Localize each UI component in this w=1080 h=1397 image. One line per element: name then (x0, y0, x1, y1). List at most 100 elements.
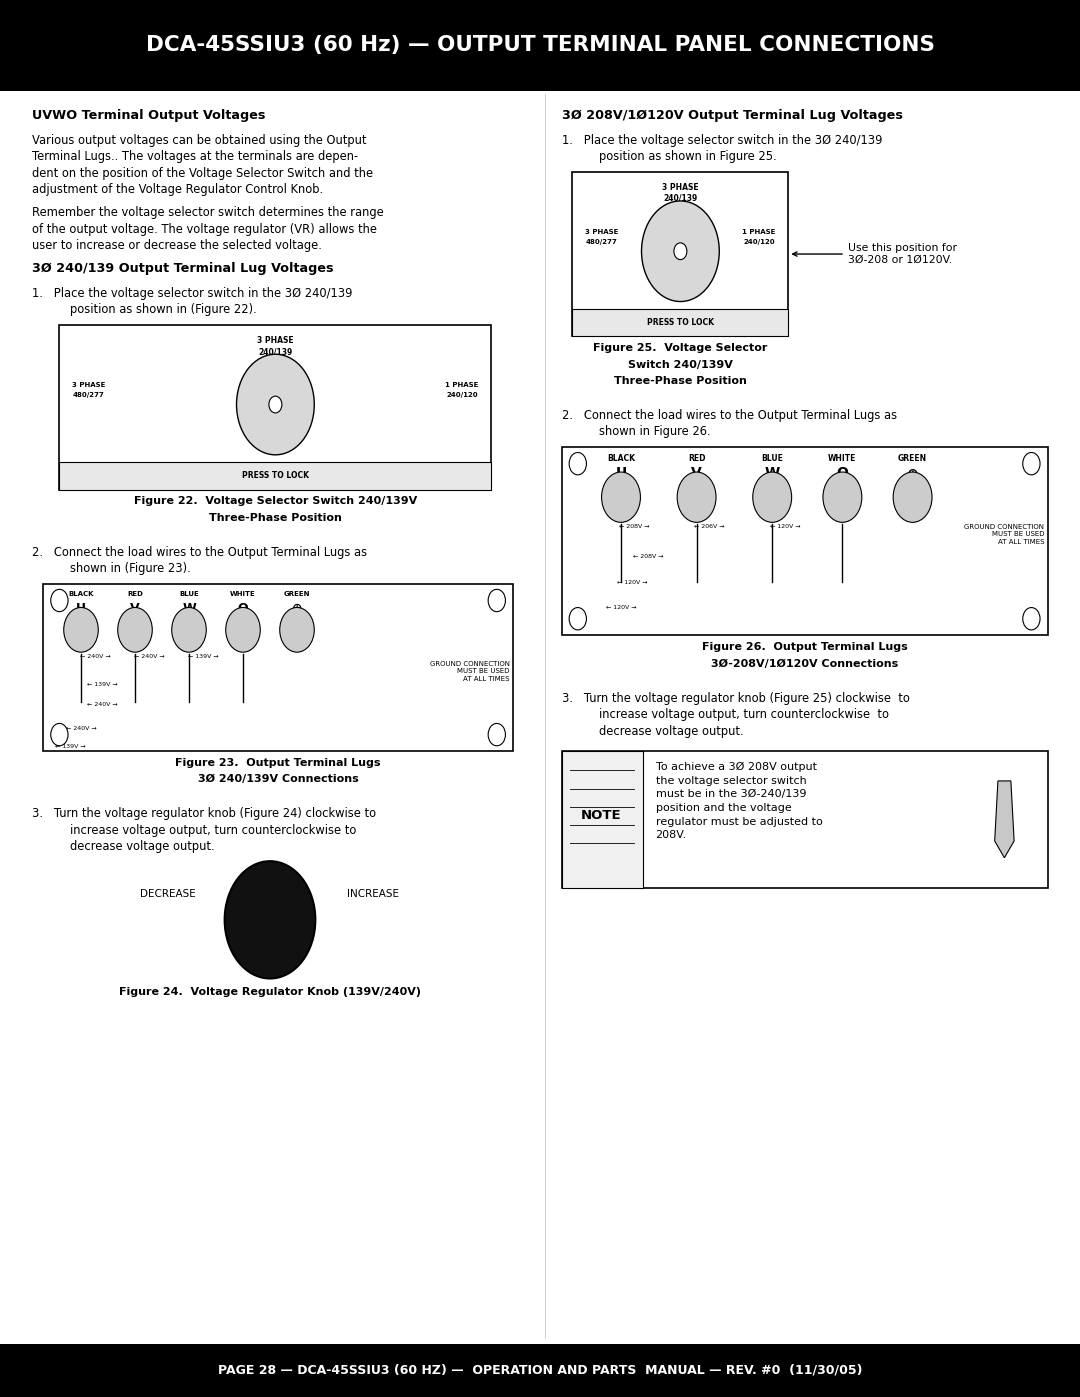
Text: 3Ø 208V/1Ø120V Output Terminal Lug Voltages: 3Ø 208V/1Ø120V Output Terminal Lug Volta… (562, 109, 903, 122)
Text: INCREASE: INCREASE (347, 888, 399, 900)
Text: ← 120V →: ← 120V → (606, 605, 636, 609)
Text: 2.   Connect the load wires to the Output Terminal Lugs as: 2. Connect the load wires to the Output … (562, 409, 896, 422)
Text: ← 208V →: ← 208V → (633, 555, 663, 559)
Text: Three-Phase Position: Three-Phase Position (613, 376, 747, 386)
Text: 240/139: 240/139 (258, 348, 293, 356)
Bar (562, 752, 643, 888)
Text: ← 139V →: ← 139V → (55, 745, 85, 749)
Bar (59, 462, 491, 490)
Text: user to increase or decrease the selected voltage.: user to increase or decrease the selecte… (32, 239, 322, 253)
Text: Figure 23.  Output Terminal Lugs: Figure 23. Output Terminal Lugs (175, 759, 381, 768)
Circle shape (172, 608, 206, 652)
Text: adjustment of the Voltage Regulator Control Knob.: adjustment of the Voltage Regulator Cont… (32, 183, 324, 196)
Text: O: O (238, 602, 248, 615)
Text: position as shown in (Figure 22).: position as shown in (Figure 22). (70, 303, 257, 317)
Text: GROUND CONNECTION
MUST BE USED
AT ALL TIMES: GROUND CONNECTION MUST BE USED AT ALL TI… (964, 524, 1044, 545)
Text: 3 PHASE: 3 PHASE (257, 337, 294, 345)
Text: U: U (76, 602, 86, 615)
Bar (0, 0, 1080, 91)
Text: ← 139V →: ← 139V → (87, 682, 118, 686)
Circle shape (893, 472, 932, 522)
Text: decrease voltage output.: decrease voltage output. (70, 841, 215, 854)
Text: Terminal Lugs.. The voltages at the terminals are depen-: Terminal Lugs.. The voltages at the term… (32, 151, 359, 163)
Text: 240/139: 240/139 (663, 194, 698, 203)
Text: Remember the voltage selector switch determines the range: Remember the voltage selector switch det… (32, 207, 384, 219)
Text: ← 139V →: ← 139V → (188, 654, 218, 658)
Text: 3.   Turn the voltage regulator knob (Figure 25) clockwise  to: 3. Turn the voltage regulator knob (Figu… (562, 692, 909, 704)
Text: of the output voltage. The voltage regulator (VR) allows the: of the output voltage. The voltage regul… (32, 222, 377, 236)
Text: Figure 22.  Voltage Selector Switch 240/139V: Figure 22. Voltage Selector Switch 240/1… (134, 496, 417, 506)
Text: ← 120V →: ← 120V → (617, 580, 647, 584)
Circle shape (280, 608, 314, 652)
Text: GROUND CONNECTION
MUST BE USED
AT ALL TIMES: GROUND CONNECTION MUST BE USED AT ALL TI… (430, 661, 510, 682)
Circle shape (51, 724, 68, 746)
Bar (572, 309, 788, 337)
Text: BLACK: BLACK (68, 591, 94, 597)
Text: W: W (183, 602, 195, 615)
Circle shape (642, 201, 719, 302)
Circle shape (488, 590, 505, 612)
Text: shown in Figure 26.: shown in Figure 26. (599, 426, 711, 439)
Text: 480/277: 480/277 (72, 393, 104, 398)
Text: Figure 25.  Voltage Selector: Figure 25. Voltage Selector (593, 344, 768, 353)
Text: 3 PHASE: 3 PHASE (662, 183, 699, 191)
Text: Switch 240/139V: Switch 240/139V (627, 359, 733, 370)
Text: ← 208V →: ← 208V → (619, 524, 649, 528)
Circle shape (488, 724, 505, 746)
Text: 1 PHASE: 1 PHASE (742, 229, 775, 235)
Text: PRESS TO LOCK: PRESS TO LOCK (242, 471, 309, 481)
Text: Figure 26.  Output Terminal Lugs: Figure 26. Output Terminal Lugs (702, 643, 907, 652)
Text: ← 240V →: ← 240V → (66, 726, 96, 731)
Bar (59, 326, 491, 490)
Circle shape (823, 472, 862, 522)
Text: ← 240V →: ← 240V → (80, 654, 110, 658)
Text: Figure 24.  Voltage Regulator Knob (139V/240V): Figure 24. Voltage Regulator Knob (139V/… (119, 986, 421, 996)
Text: DCA-45SSIU3 (60 Hz) — OUTPUT TERMINAL PANEL CONNECTIONS: DCA-45SSIU3 (60 Hz) — OUTPUT TERMINAL PA… (146, 35, 934, 54)
Text: shown in (Figure 23).: shown in (Figure 23). (70, 563, 191, 576)
Text: To achieve a 3Ø 208V output
the voltage selector switch
must be in the 3Ø-240/13: To achieve a 3Ø 208V output the voltage … (656, 763, 822, 840)
Circle shape (569, 453, 586, 475)
Bar (0, 1344, 1080, 1397)
Text: ⊕: ⊕ (907, 467, 918, 481)
Text: NOTE: NOTE (581, 809, 622, 821)
Text: O: O (837, 467, 848, 481)
Text: ← 240V →: ← 240V → (87, 703, 118, 707)
Text: 3 PHASE: 3 PHASE (585, 229, 619, 235)
Text: PAGE 28 — DCA-45SSIU3 (60 HZ) —  OPERATION AND PARTS  MANUAL — REV. #0  (11/30/0: PAGE 28 — DCA-45SSIU3 (60 HZ) — OPERATIO… (218, 1363, 862, 1377)
Text: W: W (765, 467, 780, 481)
Text: 1.   Place the voltage selector switch in the 3Ø 240/139: 1. Place the voltage selector switch in … (562, 134, 882, 147)
Circle shape (677, 472, 716, 522)
Text: 1.   Place the voltage selector switch in the 3Ø 240/139: 1. Place the voltage selector switch in … (32, 286, 353, 300)
Text: dent on the position of the Voltage Selector Switch and the: dent on the position of the Voltage Sele… (32, 166, 374, 180)
Text: increase voltage output, turn counterclockwise  to: increase voltage output, turn counterclo… (599, 708, 890, 721)
Text: BLUE: BLUE (179, 591, 199, 597)
Text: UVWO Terminal Output Voltages: UVWO Terminal Output Voltages (32, 109, 266, 122)
Text: RED: RED (688, 454, 705, 462)
Text: 240/120: 240/120 (744, 239, 775, 244)
Text: DECREASE: DECREASE (139, 888, 195, 900)
Text: 3Ø 240/139V Connections: 3Ø 240/139V Connections (198, 774, 359, 785)
Circle shape (674, 243, 687, 260)
Circle shape (64, 608, 98, 652)
Bar (572, 172, 788, 337)
Circle shape (1023, 453, 1040, 475)
Text: WHITE: WHITE (828, 454, 856, 462)
Text: RED: RED (127, 591, 143, 597)
Text: BLACK: BLACK (607, 454, 635, 462)
Text: Three-Phase Position: Three-Phase Position (208, 513, 342, 522)
Bar (562, 447, 1048, 636)
Circle shape (51, 590, 68, 612)
Bar (43, 584, 513, 752)
Text: BLUE: BLUE (761, 454, 783, 462)
Text: GREEN: GREEN (899, 454, 927, 462)
Bar (562, 752, 1048, 888)
Circle shape (225, 861, 315, 978)
Text: 480/277: 480/277 (585, 239, 617, 244)
Text: ⊕: ⊕ (292, 602, 302, 615)
Polygon shape (995, 781, 1014, 858)
Circle shape (237, 355, 314, 455)
Circle shape (269, 397, 282, 414)
Text: WHITE: WHITE (230, 591, 256, 597)
Text: V: V (131, 602, 139, 615)
Text: ← 120V →: ← 120V → (770, 524, 800, 528)
